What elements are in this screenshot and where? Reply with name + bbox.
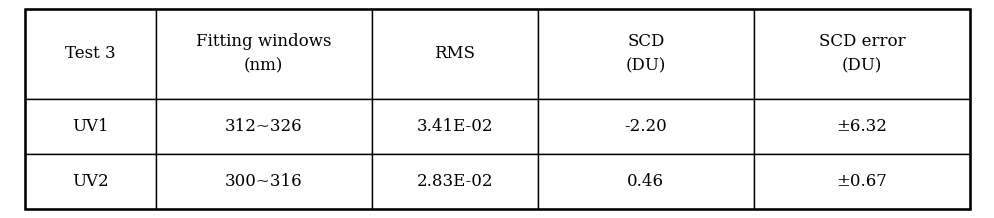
Text: RMS: RMS	[433, 45, 475, 62]
Bar	[537, 99, 753, 154]
Bar	[155, 99, 372, 154]
Text: 312~326: 312~326	[225, 118, 302, 135]
Text: 300~316: 300~316	[225, 173, 302, 190]
Bar	[372, 99, 537, 154]
Bar	[372, 9, 537, 99]
Bar	[25, 154, 155, 209]
Bar	[753, 99, 969, 154]
Bar	[537, 154, 753, 209]
Bar	[753, 9, 969, 99]
Text: ±6.32: ±6.32	[836, 118, 887, 135]
Bar	[537, 9, 753, 99]
Text: Fitting windows
(nm): Fitting windows (nm)	[196, 34, 331, 74]
Bar	[155, 9, 372, 99]
Bar	[753, 154, 969, 209]
Bar	[155, 154, 372, 209]
Text: SCD
(DU): SCD (DU)	[625, 34, 665, 74]
Bar	[25, 9, 155, 99]
Text: SCD error
(DU): SCD error (DU)	[818, 34, 905, 74]
Text: 3.41E-02: 3.41E-02	[416, 118, 492, 135]
Text: UV2: UV2	[72, 173, 108, 190]
Text: Test 3: Test 3	[65, 45, 115, 62]
Text: ±0.67: ±0.67	[836, 173, 887, 190]
Text: 0.46: 0.46	[626, 173, 664, 190]
Bar	[25, 99, 155, 154]
Text: -2.20: -2.20	[624, 118, 667, 135]
Text: UV1: UV1	[72, 118, 108, 135]
Bar	[372, 154, 537, 209]
Text: 2.83E-02: 2.83E-02	[416, 173, 492, 190]
